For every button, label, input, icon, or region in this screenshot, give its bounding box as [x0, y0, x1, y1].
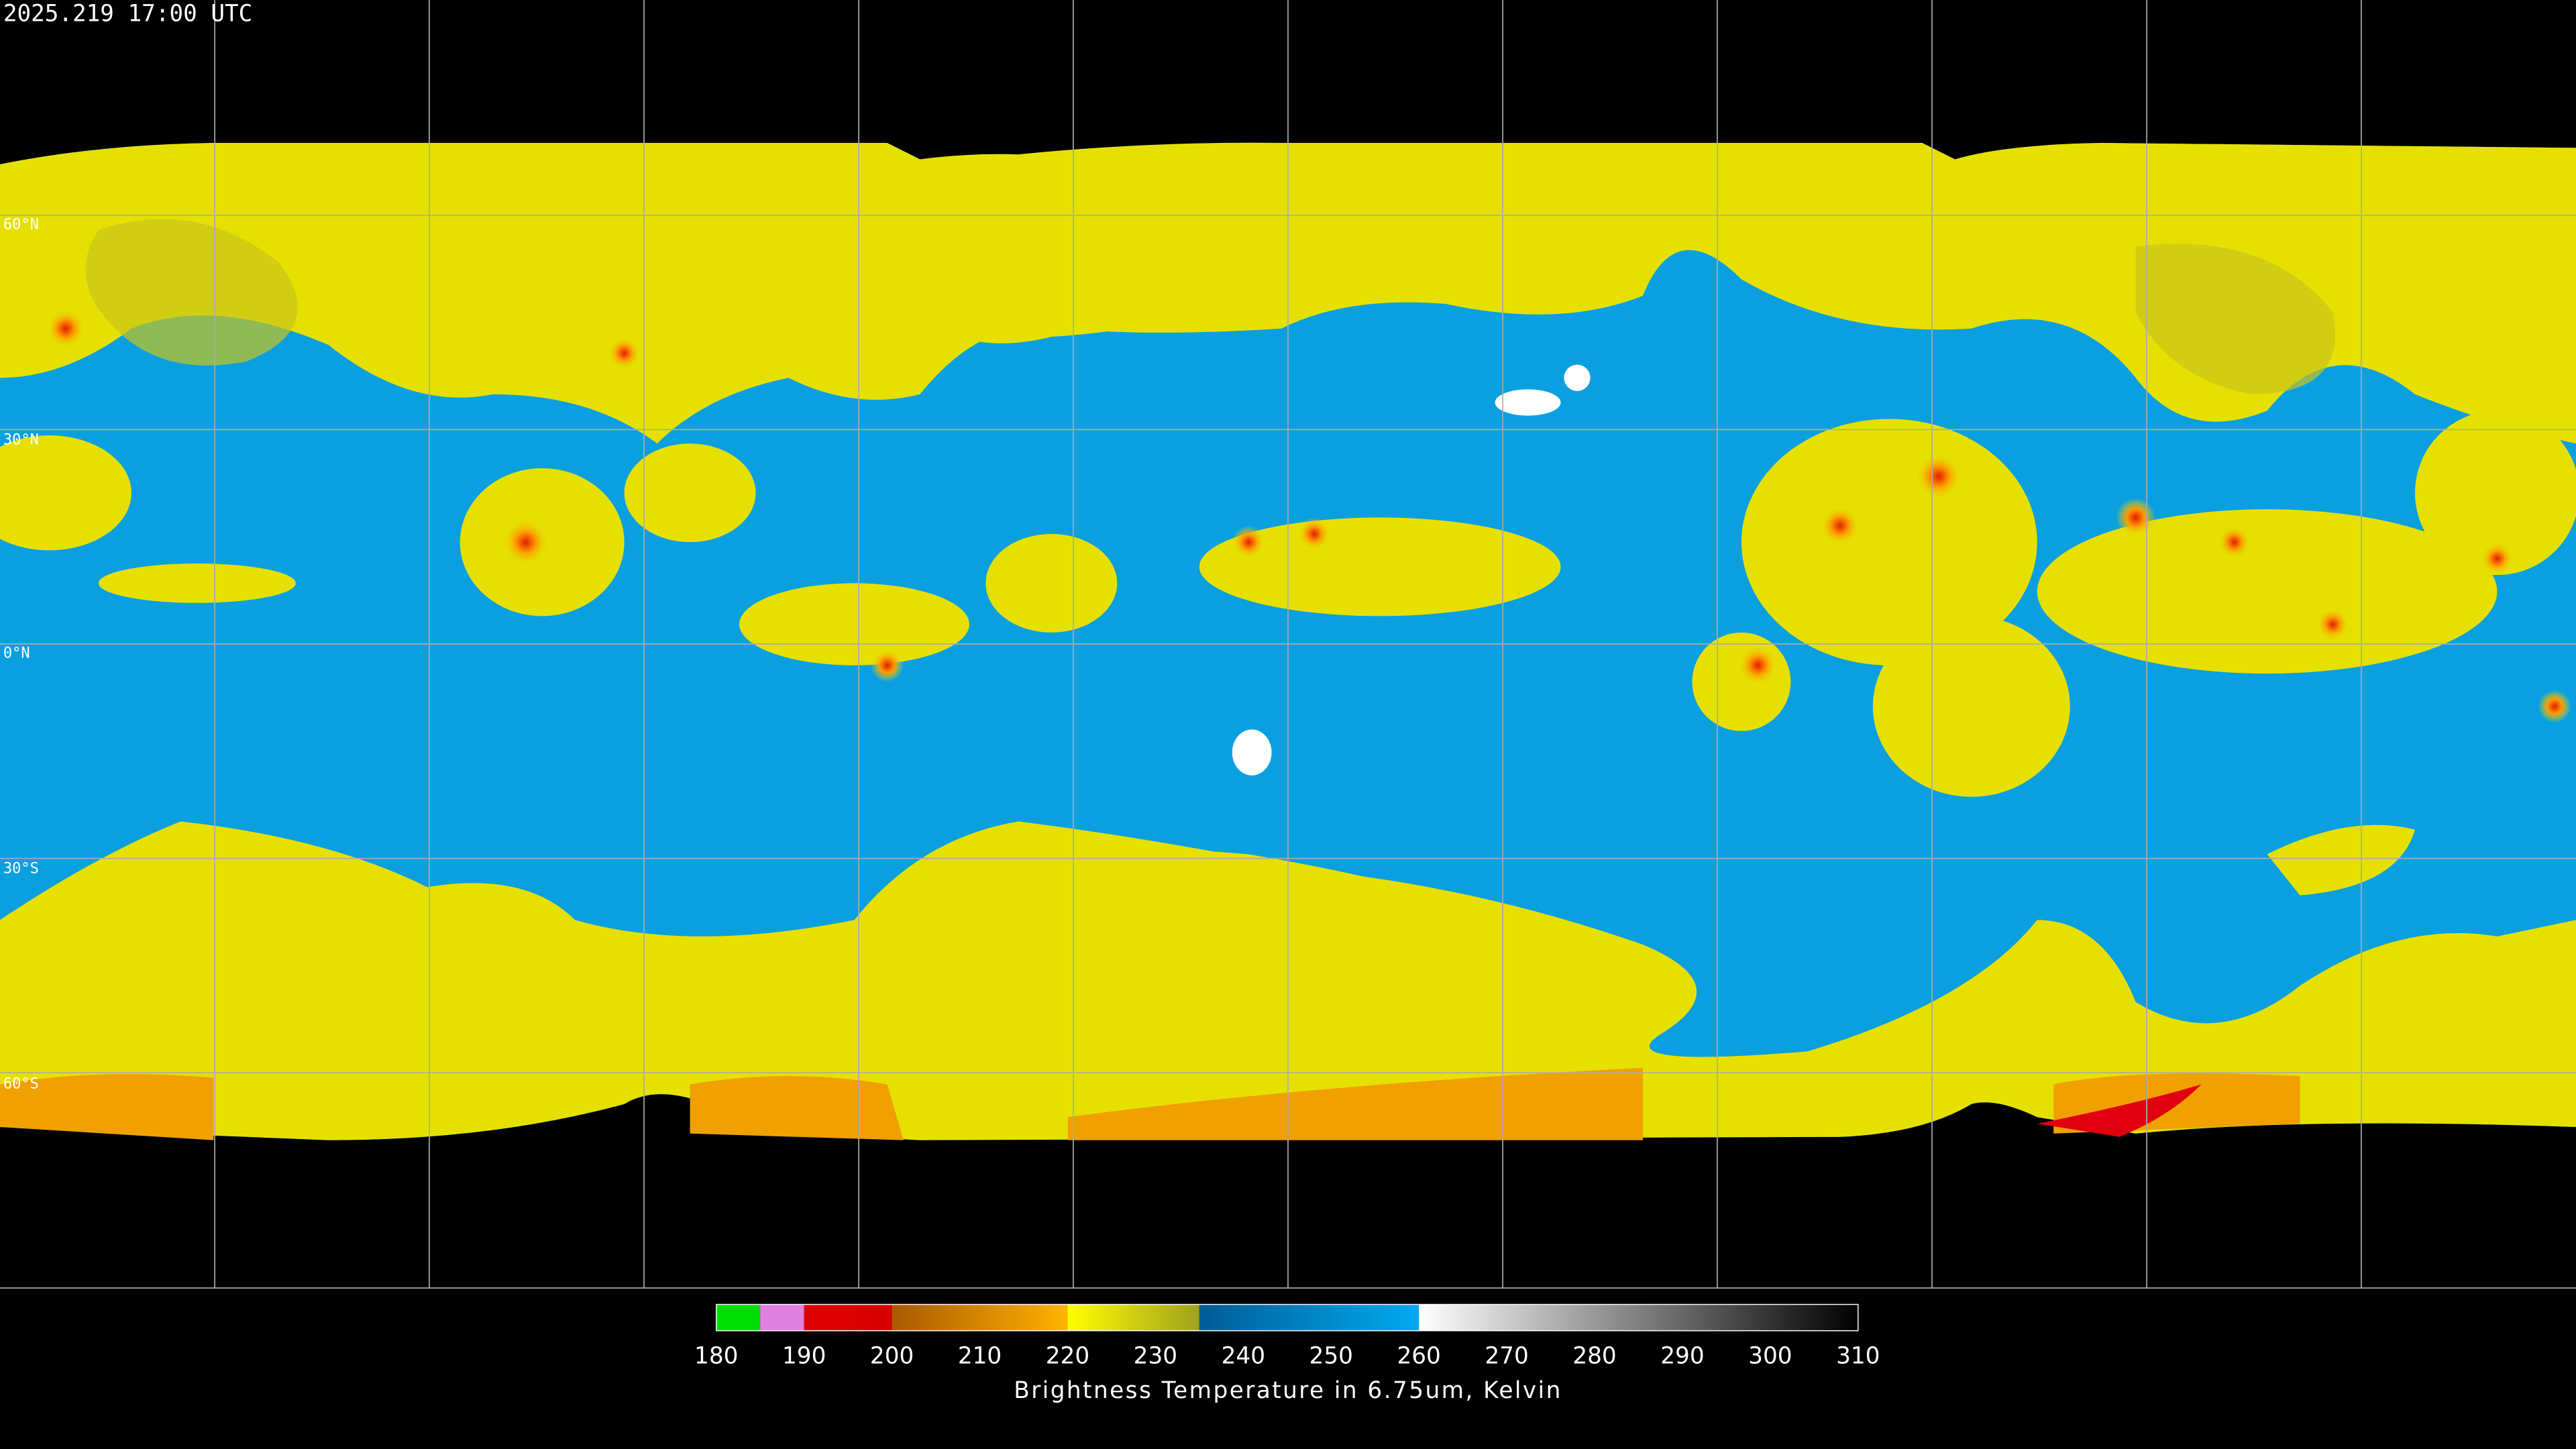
colorbar-tick-label: 260 [1397, 1342, 1440, 1369]
north-cloud-streak [936, 229, 2054, 343]
colorbar-tick-label: 230 [1134, 1342, 1177, 1369]
south-cold-core [2037, 1084, 2202, 1137]
lat-label: 30°N [3, 431, 39, 448]
colorbar-segment [804, 1304, 892, 1331]
colorbar-tick-label: 200 [870, 1342, 914, 1369]
colorbar-segment [1199, 1304, 1419, 1331]
tropical-convection [0, 411, 2576, 797]
colorbar-tick-label: 220 [1046, 1342, 1089, 1369]
white-patches [1232, 364, 1591, 775]
lat-label: 0°N [3, 645, 30, 662]
graticule [0, 0, 2576, 1289]
colorbar: 180 190 200 210 220 230 240 250 260 270 280 290 300 3… [694, 1303, 1880, 1369]
lat-label: 60°S [3, 1075, 39, 1092]
timestamp: 2025.219 17:00 UTC [3, 1, 252, 28]
colorbar-tick-label: 240 [1222, 1342, 1265, 1369]
colorbar-tick-label: 290 [1660, 1342, 1704, 1369]
colorbar-tick-label: 300 [1748, 1342, 1792, 1369]
colorbar-tick-label: 250 [1309, 1342, 1353, 1369]
colorbar-segment [1419, 1304, 1858, 1331]
colorbar-tick-label: 210 [958, 1342, 1002, 1369]
colorbar-segment [892, 1304, 1068, 1331]
colorbar-frame [716, 1303, 1859, 1332]
colorbar-tick-label: 270 [1485, 1342, 1528, 1369]
lat-label: 60°N [3, 217, 39, 233]
south-orange-band [0, 1067, 2300, 1140]
south-cloud-tongue [920, 824, 2415, 953]
colorbar-tick-label: 180 [694, 1342, 738, 1369]
lat-label: 30°S [3, 861, 39, 877]
colorbar-tick-label: 280 [1572, 1342, 1616, 1369]
colorbar-segment [716, 1304, 761, 1331]
colorbar-tick-label: 190 [782, 1342, 826, 1369]
deep-convection [46, 309, 2571, 723]
colorbar-segment [1067, 1304, 1199, 1331]
colorbar-title: Brightness Temperature in 6.75um, Kelvin [1014, 1377, 1562, 1404]
colorbar-tick-label: 310 [1836, 1342, 1880, 1369]
colorbar-segment [760, 1304, 804, 1331]
